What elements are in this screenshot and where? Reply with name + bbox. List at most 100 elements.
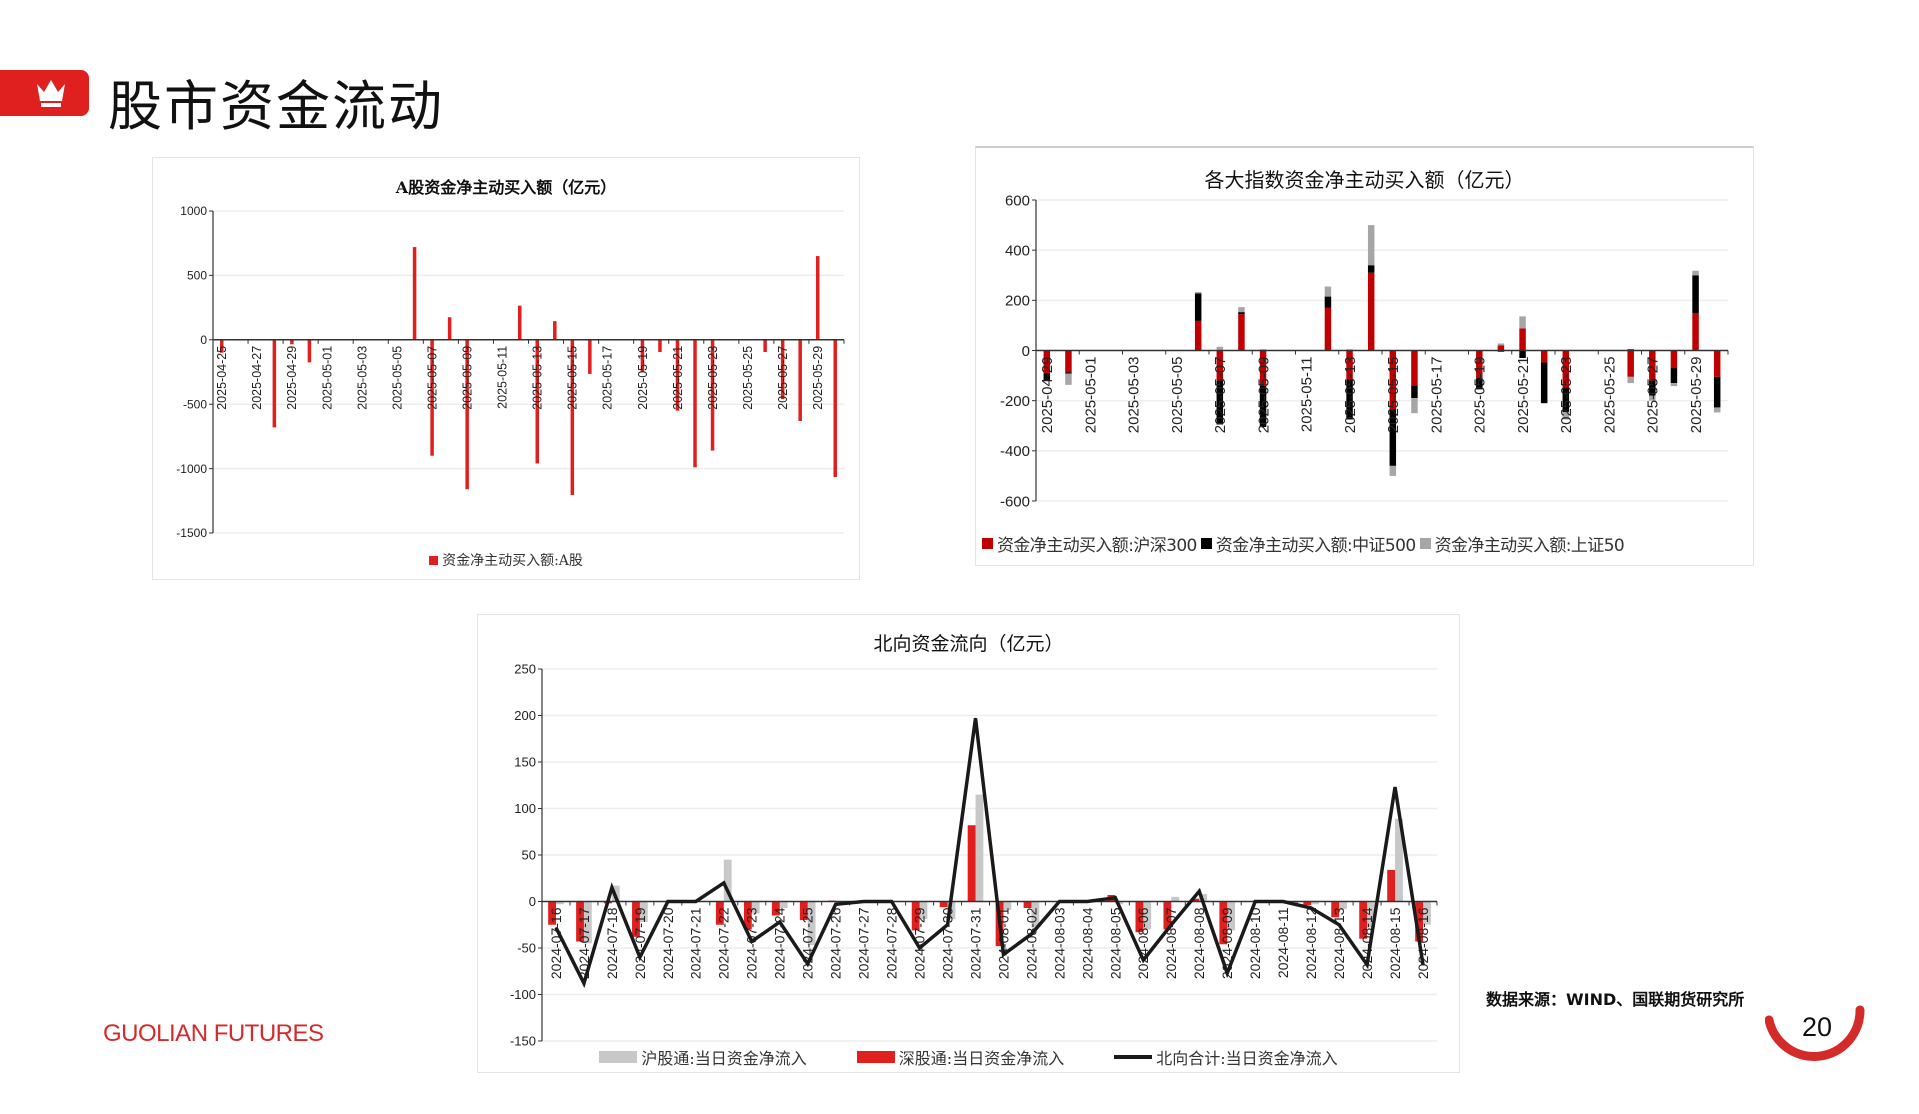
bar	[1311, 901, 1319, 905]
x-tick-label: 2024-08-11	[1275, 907, 1291, 978]
bar	[751, 901, 760, 914]
chart-plot: 250 200 150 100 50 0 -50 -100 -150 2024-07-16 2024…	[510, 662, 1438, 1049]
bar	[1065, 372, 1072, 374]
bar	[1163, 901, 1172, 930]
x-tick-label: 2025-05-09	[1255, 357, 1272, 434]
bar	[807, 901, 816, 946]
x-tick-label: 2025-05-03	[355, 346, 369, 410]
line-point	[835, 903, 837, 905]
x-tick-label: 2024-07-29	[911, 907, 927, 979]
x-tick-label: 2025-05-01	[320, 346, 334, 410]
bar	[1324, 286, 1332, 297]
legend-swatch	[599, 1051, 638, 1063]
bar	[1259, 350, 1267, 386]
x-tick-label: 2024-08-16	[1415, 907, 1431, 979]
legend-label: 资金净主动买入额:沪深300	[997, 536, 1197, 556]
x-tick-label: 2025-05-11	[496, 346, 510, 409]
x-tick-label: 2024-08-06	[1135, 907, 1151, 979]
bar	[1191, 898, 1200, 902]
bar	[1649, 380, 1656, 396]
header-banner	[0, 70, 89, 116]
bar	[1023, 901, 1032, 909]
legend-item: 深股通:当日资金净流入	[856, 1045, 1065, 1069]
bar	[771, 901, 780, 916]
bar	[1670, 383, 1678, 387]
bar	[1216, 350, 1224, 381]
chart-legend: 资金净主动买入额:沪深300 资金净主动买入额:中证500 资金净主动买入额:上…	[982, 531, 1753, 556]
x-tick-label: 2025-05-11	[1299, 357, 1316, 433]
x-tick-label: 2024-08-12	[1303, 907, 1319, 979]
x-tick-label: 2025-05-13	[531, 346, 545, 410]
line-point	[1086, 901, 1088, 902]
x-tick-label: 2025-05-19	[1472, 357, 1489, 434]
x-tick-label: 2024-08-08	[1191, 907, 1207, 979]
bar	[975, 794, 984, 902]
x-tick-label: 2024-08-05	[1107, 907, 1123, 979]
bar	[272, 339, 277, 428]
chart-title: 各大指数资金净主动买入额（亿元）	[1204, 168, 1525, 192]
line-point	[1114, 897, 1116, 899]
bar	[447, 317, 452, 340]
bar	[1331, 901, 1340, 918]
x-tick-label: 2024-07-26	[828, 907, 844, 979]
y-tick-label: -400	[1000, 443, 1030, 460]
x-tick-label: 2025-05-07	[425, 346, 439, 410]
y-tick-label: 200	[1005, 293, 1030, 310]
x-tick-label: 2024-07-21	[688, 907, 704, 979]
legend-label: 资金净主动买入额:中证500	[1215, 536, 1416, 556]
bar	[1367, 272, 1375, 351]
x-tick-label: 2024-08-10	[1247, 907, 1263, 979]
y-tick-label: 0	[1022, 343, 1030, 360]
x-tick-label: 2024-08-13	[1331, 907, 1347, 979]
chart-title: A股资金净主动买入额（亿元）	[395, 178, 617, 197]
bar	[919, 901, 928, 920]
bar	[1346, 350, 1353, 380]
bar	[548, 901, 556, 925]
x-tick-label: 2025-05-27	[1645, 357, 1662, 434]
x-tick-label: 2025-05-09	[461, 346, 475, 410]
x-tick-label: 2025-04-29	[1039, 357, 1056, 434]
x-tick-label: 2024-07-16	[548, 907, 564, 979]
bar	[639, 901, 648, 922]
chart-title: 北向资金流向（亿元）	[873, 633, 1064, 655]
bar	[1540, 362, 1548, 404]
bar	[798, 339, 802, 421]
x-tick-label: 2025-05-25	[1601, 357, 1618, 434]
a-share-net-buy-chart: A股资金净主动买入额（亿元） 1000 500 0 -500 -1000 -1500 202…	[152, 157, 860, 580]
page-number: 20	[1802, 1012, 1833, 1042]
bar	[1324, 307, 1332, 351]
bar	[1171, 896, 1180, 902]
bar	[588, 339, 592, 374]
y-tick-label: 250	[514, 662, 536, 677]
bar	[658, 339, 662, 353]
x-tick-label: 2024-07-18	[604, 907, 620, 979]
line-point	[639, 956, 641, 958]
bar	[1238, 314, 1245, 351]
bar	[1713, 407, 1721, 413]
y-tick-label: -1500	[176, 526, 207, 540]
x-tick-label: 2024-07-19	[632, 907, 648, 979]
bar	[1259, 385, 1267, 428]
bar	[1339, 901, 1347, 909]
legend-label: 深股通:当日资金净流入	[898, 1049, 1065, 1068]
x-tick-label: 2025-04-27	[250, 346, 264, 410]
bar	[1519, 316, 1526, 329]
bar	[1043, 350, 1051, 374]
bar	[1411, 398, 1418, 414]
bar	[743, 901, 752, 930]
bar	[1411, 350, 1418, 386]
bar	[693, 339, 697, 468]
x-tick-label: 2024-07-22	[716, 907, 732, 979]
line-point	[723, 882, 725, 884]
bar	[833, 339, 837, 477]
bar	[1238, 312, 1245, 315]
x-tick-label: 2025-05-29	[1688, 357, 1705, 434]
bar	[1135, 901, 1144, 933]
line-point	[1422, 964, 1424, 966]
line-point	[919, 947, 921, 949]
bar	[815, 256, 820, 340]
bar	[220, 339, 224, 353]
bar	[290, 339, 294, 345]
bar	[576, 901, 584, 942]
bar	[1713, 350, 1721, 377]
